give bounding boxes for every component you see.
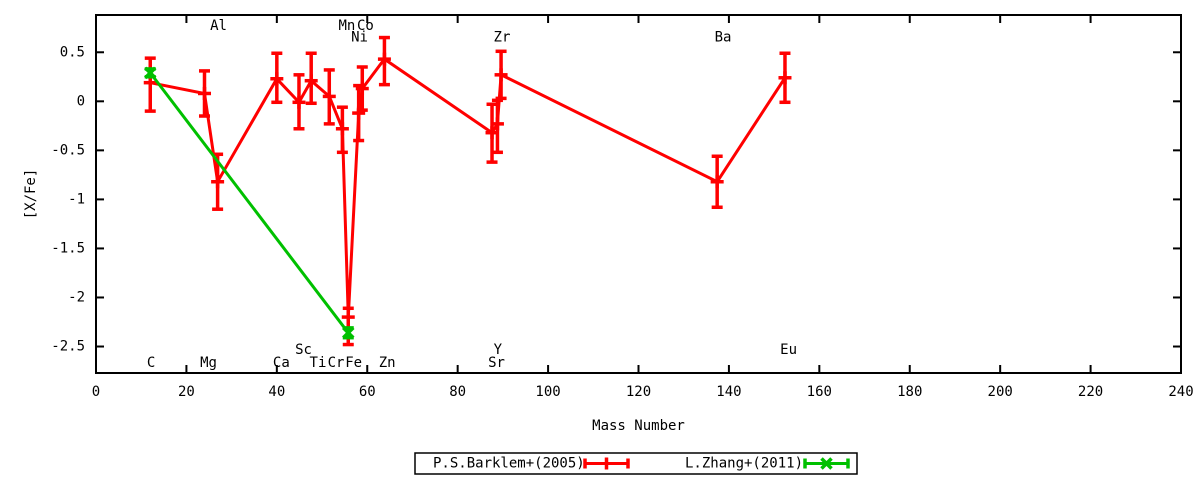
legend-marker-cross xyxy=(820,457,833,470)
y-axis-tick-label: 0 xyxy=(77,93,85,109)
element-label-ti: Ti xyxy=(310,355,327,371)
x-axis-tick-label: 0 xyxy=(92,384,100,400)
element-label-ca: Ca xyxy=(273,355,290,371)
x-axis-tick-label: 40 xyxy=(268,384,285,400)
x-axis-tick-label: 200 xyxy=(988,384,1013,400)
x-axis-tick-label: 80 xyxy=(449,384,466,400)
marker-cross-2 xyxy=(342,326,355,340)
x-axis-title: Mass Number xyxy=(592,418,685,434)
x-axis-tick-label: 140 xyxy=(716,384,741,400)
y-axis-ticks xyxy=(96,51,1181,348)
y-axis-tick-label: -1 xyxy=(68,191,85,207)
legend xyxy=(414,452,858,475)
legend-marker-sample xyxy=(583,457,630,470)
data-point-marker-fe xyxy=(341,310,355,324)
element-label-y: Y xyxy=(494,342,503,358)
data-point-marker-mn xyxy=(335,122,349,136)
element-label-zn: Zn xyxy=(379,355,396,371)
data-point-marker-fe xyxy=(342,326,355,340)
element-label-sr: Sr xyxy=(488,355,505,371)
data-point-marker-eu xyxy=(778,71,792,85)
x-axis-tick-label: 60 xyxy=(359,384,376,400)
data-point-marker-sc xyxy=(292,95,306,109)
y-axis-tick-label: -2.5 xyxy=(51,339,85,355)
y-axis-title: [X/Fe] xyxy=(23,169,39,220)
data-point-marker-al xyxy=(211,175,225,189)
element-label-sc: Sc xyxy=(295,342,312,358)
element-label-al: Al xyxy=(210,18,227,34)
element-label-cr: Cr xyxy=(328,355,345,371)
element-label-ni: Ni xyxy=(351,30,368,46)
y-axis-tick-label: -1.5 xyxy=(51,240,85,256)
marker-cross-2 xyxy=(144,66,157,80)
x-axis-tick-label: 20 xyxy=(178,384,195,400)
data-point-marker-mg xyxy=(198,86,211,100)
x-axis-tick-label: 120 xyxy=(626,384,651,400)
legend-box xyxy=(414,452,858,475)
data-point-marker-c xyxy=(144,66,157,80)
element-label-eu: Eu xyxy=(780,342,797,358)
element-label-zr: Zr xyxy=(494,30,511,46)
element-label-ba: Ba xyxy=(715,30,732,46)
data-point-marker-cr xyxy=(322,89,336,103)
x-axis-tick-label: 160 xyxy=(807,384,832,400)
legend-item-label: P.S.Barklem+(2005) xyxy=(433,456,585,472)
x-axis-tick-label: 100 xyxy=(535,384,560,400)
element-label-c: C xyxy=(147,355,155,371)
plot-border xyxy=(95,14,1182,374)
legend-marker-sample xyxy=(803,457,850,470)
element-label-fe: Fe xyxy=(345,355,362,371)
y-axis-tick-label: -0.5 xyxy=(51,142,85,158)
series-barklem2005 xyxy=(143,35,792,347)
legend-item-label: L.Zhang+(2011) xyxy=(685,456,803,472)
data-point-marker-y xyxy=(490,117,504,131)
data-point-marker-ba xyxy=(710,175,724,189)
data-point-marker-ca xyxy=(270,72,284,86)
x-axis-tick-label: 180 xyxy=(897,384,922,400)
y-axis-tick-label: 0.5 xyxy=(60,44,85,60)
x-axis-ticks xyxy=(95,15,1182,373)
data-point-marker-zr xyxy=(494,68,508,82)
data-point-marker-co xyxy=(355,82,369,96)
element-label-mn: Mn xyxy=(338,18,355,34)
element-label-mg: Mg xyxy=(200,355,217,371)
series-zhang2011 xyxy=(144,66,355,340)
element-label-co: Co xyxy=(357,18,374,34)
series-line xyxy=(149,71,350,334)
x-axis-tick-label: 220 xyxy=(1078,384,1103,400)
y-axis-tick-label: -2 xyxy=(68,289,85,305)
x-axis-tick-label: 240 xyxy=(1168,384,1193,400)
series-line xyxy=(150,57,787,318)
data-point-marker-ti xyxy=(304,74,318,88)
data-point-marker-zn xyxy=(377,52,391,66)
